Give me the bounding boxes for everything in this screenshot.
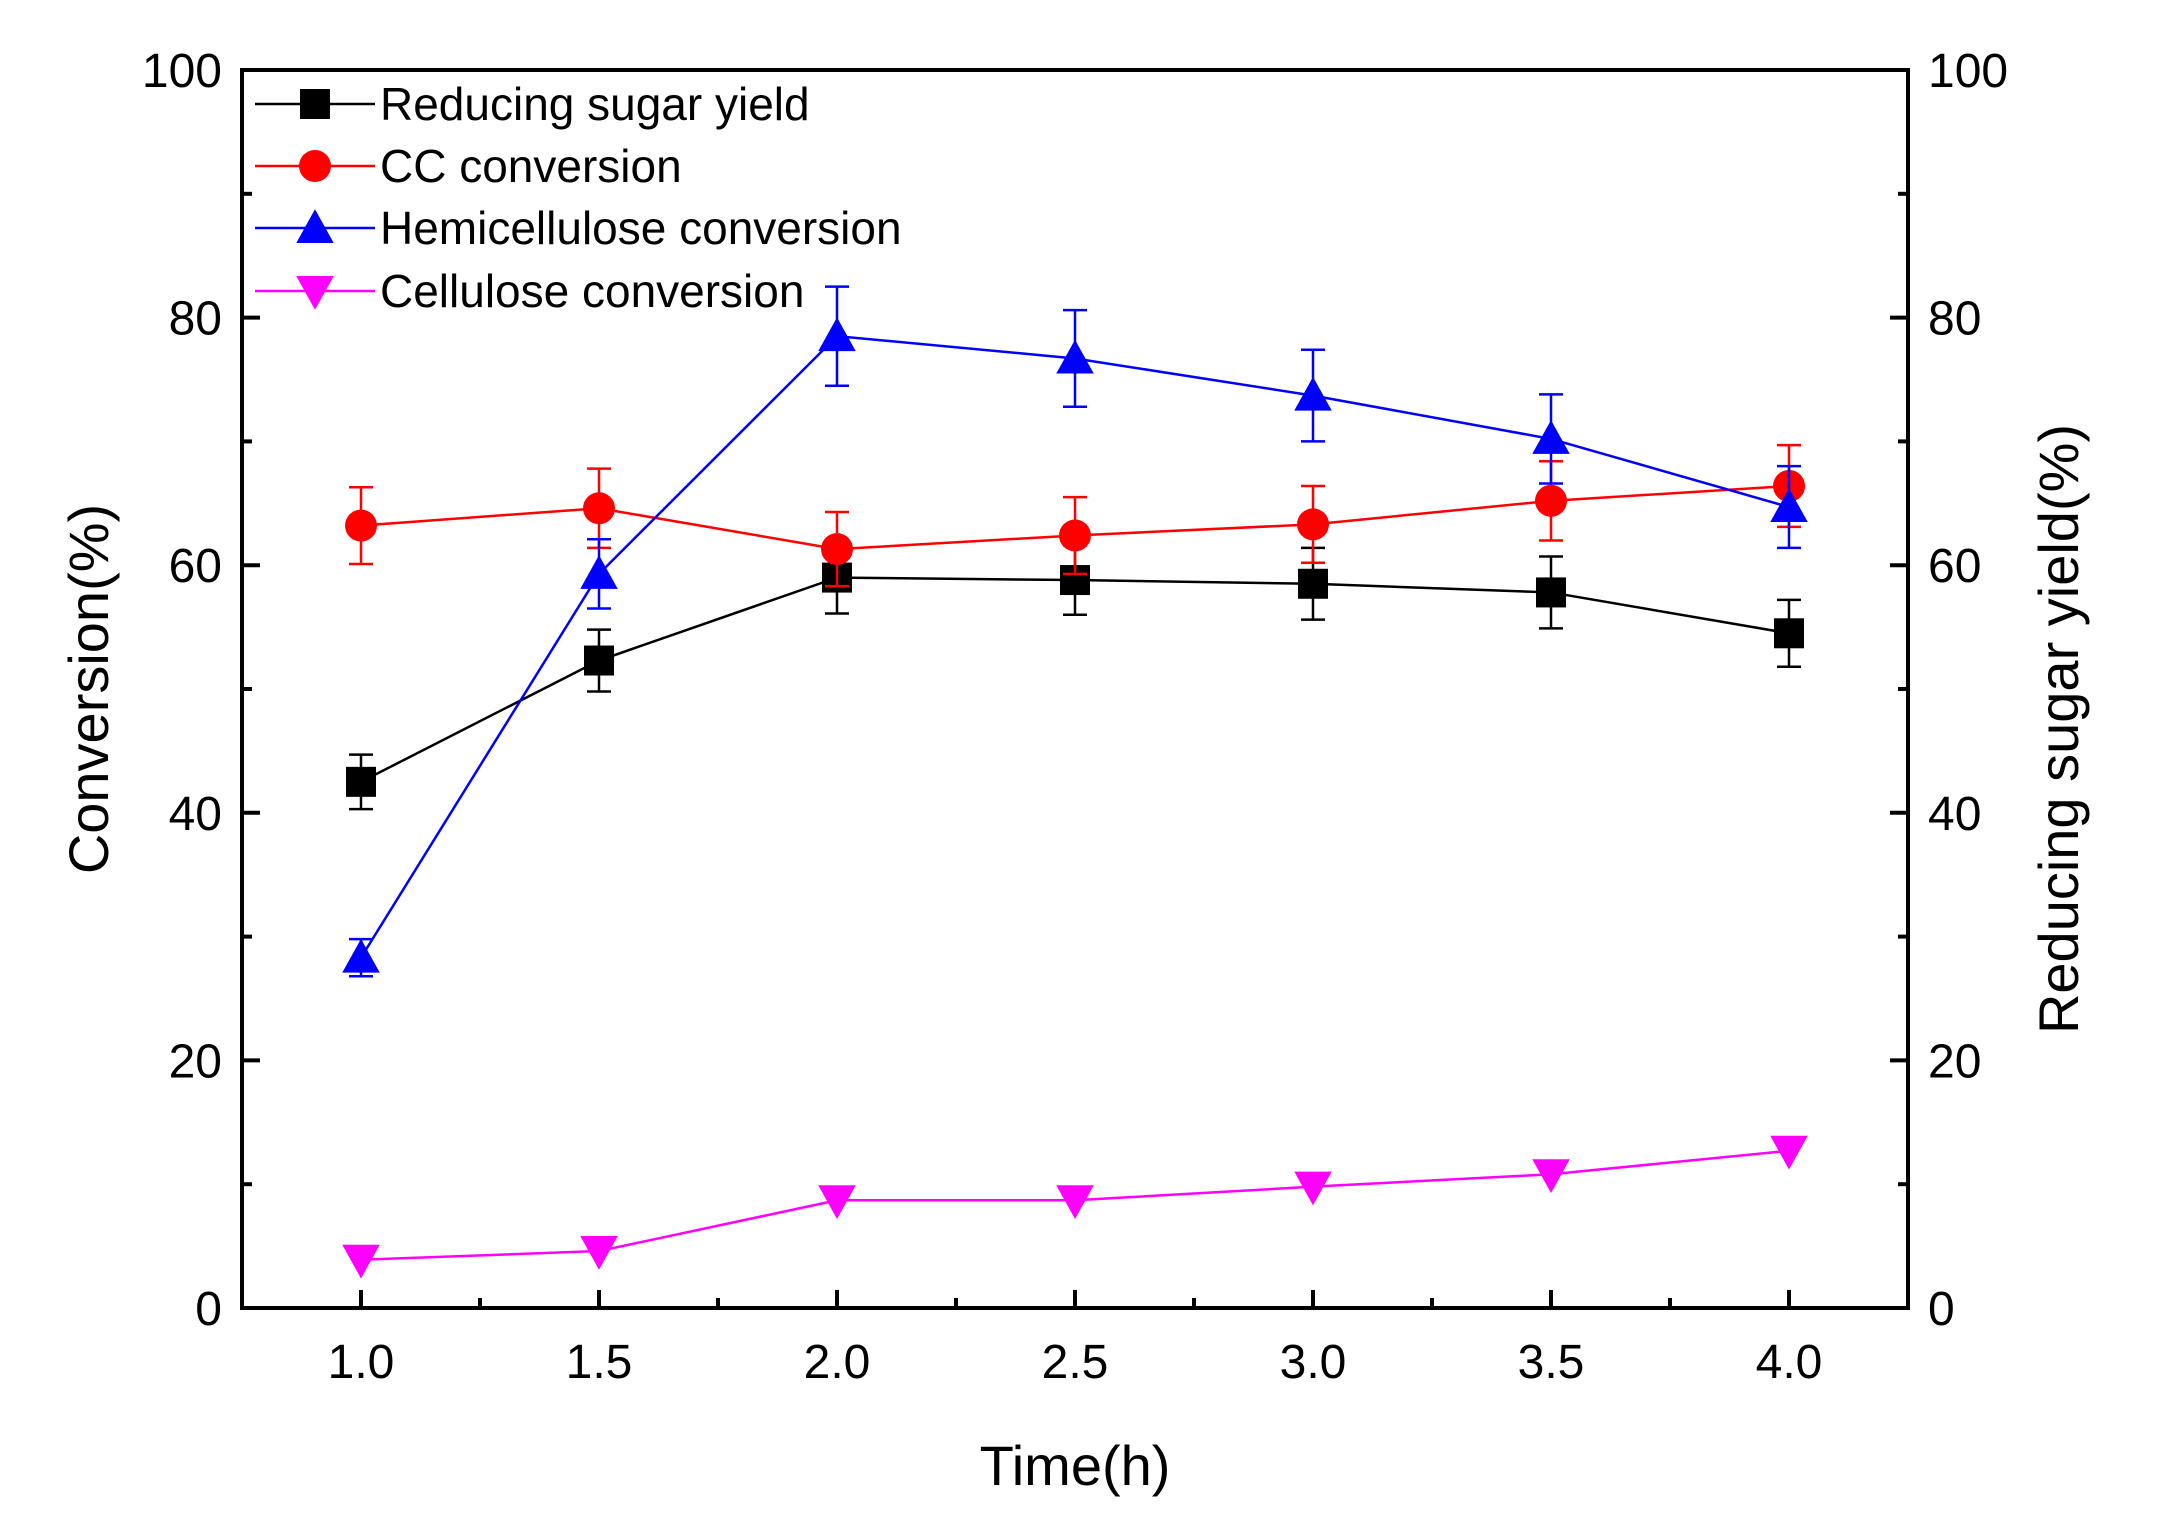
x-tick-label: 2.5 — [1042, 1336, 1109, 1389]
y2-tick-label: 0 — [1928, 1283, 1955, 1336]
x-tick-label: 1.0 — [328, 1336, 395, 1389]
data-point-triangle-down — [1532, 1159, 1570, 1194]
series-hemicellulose-conversion — [342, 285, 1808, 978]
x-axis-ticks: 1.0 1.5 2.0 2.5 3.0 3.5 4.0 — [328, 1290, 1823, 1389]
y2-axis-title: Reducing sugar yield(%) — [2027, 424, 2090, 1034]
legend-item: Reducing sugar yield — [255, 78, 810, 130]
data-point-square — [1774, 618, 1804, 649]
data-point-triangle-up — [818, 317, 856, 352]
x-tick-label: 2.0 — [804, 1336, 871, 1389]
data-point-circle — [299, 150, 331, 182]
data-point-triangle-up — [1056, 339, 1094, 374]
y-tick-label: 0 — [195, 1283, 222, 1336]
y-axis-ticks: 0 20 40 60 80 100 — [142, 45, 260, 1336]
data-point-triangle-up — [580, 555, 618, 589]
y-tick-label: 100 — [142, 45, 222, 98]
data-point-triangle-down — [1770, 1135, 1808, 1170]
x-tick-label: 3.5 — [1518, 1336, 1585, 1389]
data-point-square — [300, 89, 330, 119]
data-point-circle — [1059, 519, 1091, 552]
data-point-square — [584, 645, 614, 676]
data-point-triangle-down — [296, 276, 334, 310]
data-point-square — [1536, 577, 1566, 608]
y2-tick-label: 60 — [1928, 540, 1981, 593]
data-point-triangle-down — [818, 1185, 856, 1220]
x-axis-title: Time(h) — [980, 1434, 1171, 1497]
legend-label: Hemicellulose conversion — [380, 202, 902, 254]
y2-tick-label: 40 — [1928, 788, 1981, 841]
data-point-circle — [1297, 508, 1329, 541]
series-cc-conversion — [345, 443, 1805, 588]
legend-item: Hemicellulose conversion — [255, 202, 902, 254]
data-point-triangle-up — [1532, 420, 1570, 454]
y-tick-label: 60 — [169, 540, 222, 593]
y-tick-label: 80 — [169, 293, 222, 346]
series-layer — [342, 285, 1808, 1279]
data-point-square — [346, 766, 376, 797]
legend: Reducing sugar yield CC conversion Hemicel… — [255, 78, 902, 317]
data-point-triangle-down — [580, 1236, 618, 1270]
legend-label: CC conversion — [380, 140, 682, 192]
y2-axis-ticks: 0 20 40 60 80 100 — [1890, 45, 2008, 1336]
data-point-triangle-up — [1770, 488, 1808, 523]
x-tick-label: 1.5 — [566, 1336, 633, 1389]
plot-area: 1.0 1.5 2.0 2.5 3.0 3.5 4.0 0 20 40 60 80 100 0 20 40… — [142, 45, 2008, 1389]
data-point-triangle-up — [342, 938, 380, 973]
data-point-triangle-up — [296, 209, 334, 243]
y2-tick-label: 20 — [1928, 1035, 1981, 1088]
x-tick-label: 4.0 — [1756, 1336, 1823, 1389]
data-point-triangle-down — [1294, 1171, 1332, 1206]
y2-tick-label: 100 — [1928, 45, 2008, 98]
legend-label: Reducing sugar yield — [380, 78, 810, 130]
legend-item: Cellulose conversion — [255, 265, 804, 317]
y2-tick-label: 80 — [1928, 293, 1981, 346]
data-point-triangle-down — [1056, 1185, 1094, 1220]
data-point-triangle-down — [342, 1244, 380, 1279]
data-point-circle — [345, 509, 377, 542]
legend-label: Cellulose conversion — [380, 265, 804, 317]
data-point-triangle-up — [1294, 376, 1332, 411]
data-point-circle — [821, 533, 853, 566]
series-cellulose-conversion — [342, 1135, 1808, 1279]
data-point-circle — [1535, 484, 1567, 517]
series-reducing-sugar-yield — [346, 540, 1804, 811]
x-tick-label: 3.0 — [1280, 1336, 1347, 1389]
y-tick-label: 20 — [169, 1035, 222, 1088]
y-tick-label: 40 — [169, 788, 222, 841]
data-point-circle — [583, 492, 615, 525]
y-axis-title: Conversion(%) — [57, 504, 120, 874]
legend-item: CC conversion — [255, 140, 682, 192]
plot-frame — [240, 68, 1910, 1310]
series-line — [359, 334, 1790, 959]
data-point-square — [1298, 568, 1328, 599]
